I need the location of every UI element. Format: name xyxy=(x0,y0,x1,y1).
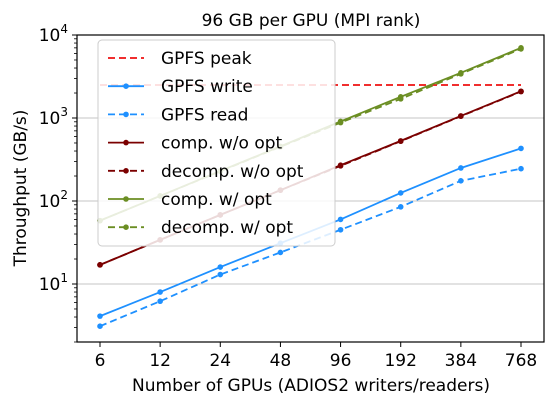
data-point xyxy=(458,165,464,171)
legend-swatch-marker xyxy=(123,111,129,118)
data-point xyxy=(397,138,404,145)
legend-swatch-marker xyxy=(123,224,129,230)
series-line xyxy=(99,48,522,222)
x-tick-label: 384 xyxy=(445,351,477,371)
series-line xyxy=(99,167,522,328)
data-point xyxy=(397,204,404,210)
data-point xyxy=(458,71,464,77)
data-point xyxy=(97,313,103,319)
legend-box xyxy=(97,39,336,247)
x-axis-ticks: 6 12 24 48 96 192 384 768 xyxy=(95,342,537,371)
legend-label: comp. w/o opt xyxy=(161,134,283,154)
x-tick-label: 12 xyxy=(149,351,171,371)
legend-item: GPFS write xyxy=(108,77,253,97)
data-point xyxy=(217,271,224,278)
data-point xyxy=(458,113,464,120)
data-point xyxy=(518,165,524,172)
data-point xyxy=(397,96,404,102)
legend-item: GPFS peak xyxy=(108,49,252,69)
y-tick-label: 101 xyxy=(39,271,68,295)
legend-item: decomp. w/o opt xyxy=(108,162,304,182)
plot-frame xyxy=(76,34,545,343)
data-point xyxy=(217,264,224,270)
x-tick-label: 768 xyxy=(505,351,537,371)
series-2 xyxy=(97,165,524,330)
legend-label: GPFS read xyxy=(161,105,248,125)
legend-item: GPFS read xyxy=(108,105,248,125)
legend-item: comp. w/o opt xyxy=(108,134,283,154)
data-point xyxy=(337,119,344,126)
data-point xyxy=(337,216,344,223)
y-axis-label: Throughput (GB/s) xyxy=(11,110,31,268)
data-point xyxy=(97,262,103,268)
legend-swatch-marker xyxy=(123,196,129,202)
legend-label: decomp. w/ opt xyxy=(161,218,293,238)
legend-swatch-marker xyxy=(123,168,129,174)
x-axis-label: Number of GPUs (ADIOS2 writers/readers) xyxy=(132,376,490,396)
y-tick-label: 103 xyxy=(39,105,68,129)
legend: GPFS peak GPFS write GPFS read comp. w/o op… xyxy=(97,39,336,247)
data-point xyxy=(277,249,284,256)
x-tick-label: 96 xyxy=(330,351,352,371)
data-point xyxy=(458,178,464,184)
data-point xyxy=(337,226,344,233)
legend-item: decomp. w/ opt xyxy=(108,218,293,238)
data-point xyxy=(518,46,524,52)
data-point xyxy=(518,88,524,95)
y-axis-ticks: 101 102 103 104 xyxy=(39,22,77,343)
x-tick-label: 24 xyxy=(209,351,231,371)
y-tick-label: 104 xyxy=(39,22,68,46)
data-point xyxy=(157,298,163,305)
legend-label: GPFS peak xyxy=(161,49,252,69)
series-line xyxy=(99,90,522,266)
legend-label: decomp. w/o opt xyxy=(161,162,304,182)
x-tick-label: 6 xyxy=(95,351,106,371)
legend-item: comp. w/ opt xyxy=(108,190,272,210)
x-tick-label: 192 xyxy=(384,351,416,371)
legend-swatch-marker xyxy=(123,83,129,89)
y-tick-label: 102 xyxy=(39,188,68,212)
data-point xyxy=(337,163,344,169)
data-point xyxy=(397,190,404,196)
legend-label: comp. w/ opt xyxy=(161,190,272,210)
data-point xyxy=(518,145,524,152)
data-point xyxy=(97,323,103,330)
legend-label: GPFS write xyxy=(161,77,253,97)
data-point xyxy=(157,289,163,295)
legend-swatch-marker xyxy=(123,139,129,146)
x-tick-label: 48 xyxy=(270,351,292,371)
chart-title: 96 GB per GPU (MPI rank) xyxy=(202,11,421,31)
